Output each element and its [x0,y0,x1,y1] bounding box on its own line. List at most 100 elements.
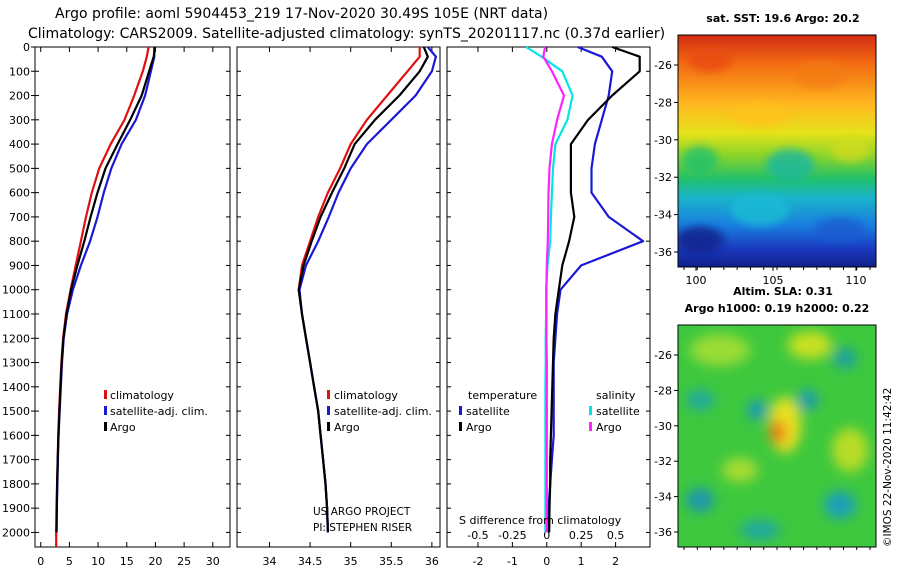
sla-map: Altim. SLA: 0.31 Argo h1000: 0.19 h2000:… [654,285,894,550]
salinity-series [297,46,437,533]
x-tick-label: 25 [177,555,191,568]
difference-x-label: S difference from climatology [459,514,622,527]
depth-tick-label: 1400 [2,381,30,394]
sla-map-axes: -26 -28 -30 -32 -34 -36 [654,349,871,550]
x-tick-label: -1 [507,555,518,568]
depth-tick-label: 1200 [2,332,30,345]
sla-patch [722,458,758,482]
x-tick-label: 1 [578,555,585,568]
pi-credit: PI: STEPHEN RISER [313,522,412,534]
depth-tick-label: 1900 [2,502,30,515]
depth-tick-label: 1700 [2,454,30,467]
sla-patch [833,348,857,368]
top-tick-label: -0.5 [467,529,488,542]
difference-left-ticks [447,46,650,533]
legend-label-temp-argo: Argo [466,421,492,434]
legend-swatch-temp-argo [459,422,462,431]
salinity-legend: climatology satellite-adj. clim. Argo [327,389,432,434]
depth-tick-label: 900 [9,259,30,272]
temperature-panel-frame [34,46,231,548]
title-line-2: Climatology: CARS2009. Satellite-adjuste… [28,26,666,42]
x-tick-label: 35.5 [379,555,404,568]
difference-series [525,45,645,533]
temperature-series [55,46,156,547]
sst-map-axes: -26 -28 -30 -32 -34 -36 100 105 110 [654,59,871,287]
x-tick-label: 36 [425,555,439,568]
legend-swatch-argo [104,422,107,431]
lon-tick-label: 100 [686,274,707,287]
depth-tick-label: 300 [9,114,30,127]
difference-legend: temperature salinity satellite Argo sate… [459,389,640,434]
sst-patch [814,218,866,242]
sla-patch [686,488,714,512]
top-tick-label: -0.25 [498,529,526,542]
x-tick-label: 34.5 [298,555,323,568]
salinity-left-ticks [237,46,440,533]
legend-label-sal-argo: Argo [596,421,622,434]
legend-label-satellite: satellite-adj. clim. [334,405,432,418]
series-line-temperature-argo [548,45,641,533]
lat-tick-label: -36 [654,246,672,259]
top-tick-label: 0 [543,529,550,542]
legend-label-climatology: climatology [110,389,174,402]
sla-map-title-1: Altim. SLA: 0.31 [733,285,833,298]
sst-field [678,35,876,267]
legend-swatch-argo [327,422,330,431]
sla-map-title-2: Argo h1000: 0.19 h2000: 0.22 [685,302,870,315]
lat-tick-label: -26 [654,59,672,72]
legend-label-argo: Argo [334,421,360,434]
lat-tick-label: -36 [654,526,672,539]
depth-tick-label: 400 [9,138,30,151]
depth-tick-label: 0 [23,41,30,54]
x-tick-label: 0 [37,555,44,568]
lat-tick-label: -30 [654,420,672,433]
top-tick-label: 0.5 [607,529,625,542]
difference-top-axis: -0.5 -0.25 0 0.25 0.5 [467,529,624,542]
legend-swatch-temp-satellite [459,406,462,415]
sst-eddies [678,48,870,254]
series-line-salinity-argo [542,46,566,533]
lat-tick-label: -26 [654,349,672,362]
x-tick-label: 2 [612,555,619,568]
x-tick-label: 20 [148,555,162,568]
sla-patch [770,420,786,444]
sst-patch [730,194,790,226]
lon-tick-label: 110 [846,274,867,287]
top-tick-label: 0.25 [569,529,594,542]
temperature-x-axis: 0 5 10 15 20 25 30 [37,47,220,568]
sla-patch [788,331,832,359]
x-tick-label: 15 [120,555,134,568]
salinity-x-axis: 34 34.5 35 35.5 36 [262,47,439,568]
series-line-argo [55,46,156,533]
lat-tick-label: -28 [654,384,672,397]
legend-swatch-climatology [104,390,107,399]
depth-tick-label: 100 [9,65,30,78]
sst-patch [730,103,790,127]
depth-tick-label: 1600 [2,429,30,442]
lat-tick-label: -32 [654,455,672,468]
legend-label-climatology: climatology [334,389,398,402]
lon-tick-label: 105 [763,274,784,287]
legend-swatch-satellite [104,406,107,415]
project-credit: US ARGO PROJECT [313,506,411,518]
x-tick-label: 34 [262,555,276,568]
sst-patch [688,48,732,72]
legend-label-sal-satellite: satellite [596,405,640,418]
lat-tick-label: -32 [654,171,672,184]
legend-swatch-satellite [327,406,330,415]
salinity-panel-frame [236,46,441,548]
depth-tick-label: 1300 [2,357,30,370]
depth-axis: 0 100 200 300 400 500 600 700 800 900 1000 1100 1200… [2,41,230,539]
title-line-1: Argo profile: aoml 5904453_219 17-Nov-20… [55,6,549,22]
sst-patch [794,61,846,89]
depth-tick-label: 200 [9,90,30,103]
salinity-panel: 34 34.5 35 35.5 36 climatology satellite-adj… [236,46,441,568]
lat-tick-label: -28 [654,96,672,109]
sla-patch [686,390,714,410]
x-tick-label: 5 [66,555,73,568]
sla-patch [690,334,750,366]
difference-panel: -2 -1 0 1 2 -0.5 -0.25 0 0.25 0.5 temperature sa… [446,45,651,568]
depth-tick-label: 600 [9,187,30,200]
